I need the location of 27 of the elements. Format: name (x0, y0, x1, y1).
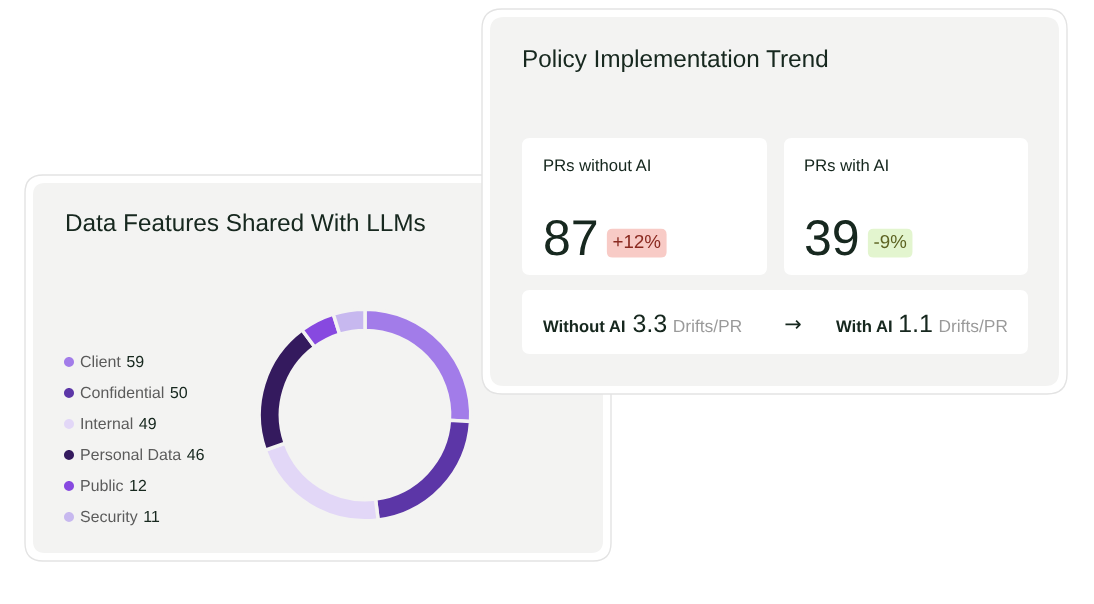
text: Drifts/PR (939, 319, 1008, 333)
legend-label: Confidential (80, 386, 164, 399)
text: With AI (836, 319, 892, 333)
legend-label: Client (80, 355, 121, 368)
text: 39 (805, 220, 858, 256)
data-label: 46 (187, 448, 204, 461)
data-label: 59 (127, 355, 144, 368)
text: -9% (874, 234, 907, 249)
text: PRs with AI (805, 158, 888, 172)
text: 1.1 (900, 314, 932, 332)
text: 87 (545, 220, 597, 256)
text: +12% (613, 234, 661, 249)
legend-label: Personal Data (81, 448, 182, 461)
legend-label: Internal (81, 417, 133, 430)
legend-label: Public (81, 479, 124, 492)
data-label: 12 (130, 479, 147, 491)
text: Without AI (543, 319, 625, 333)
data-label: 50 (170, 386, 188, 399)
chart-title: Data Features Shared With LLMs (66, 213, 425, 232)
data-label: 11 (144, 511, 160, 522)
legend-label: Security (80, 510, 138, 526)
text: Policy Implementation Trend (523, 49, 828, 73)
text: Drifts/PR (674, 319, 742, 333)
text: → (785, 320, 801, 329)
data-label: 49 (139, 417, 156, 430)
text: PRs without AI (544, 158, 650, 172)
text: 3.3 (633, 314, 667, 333)
